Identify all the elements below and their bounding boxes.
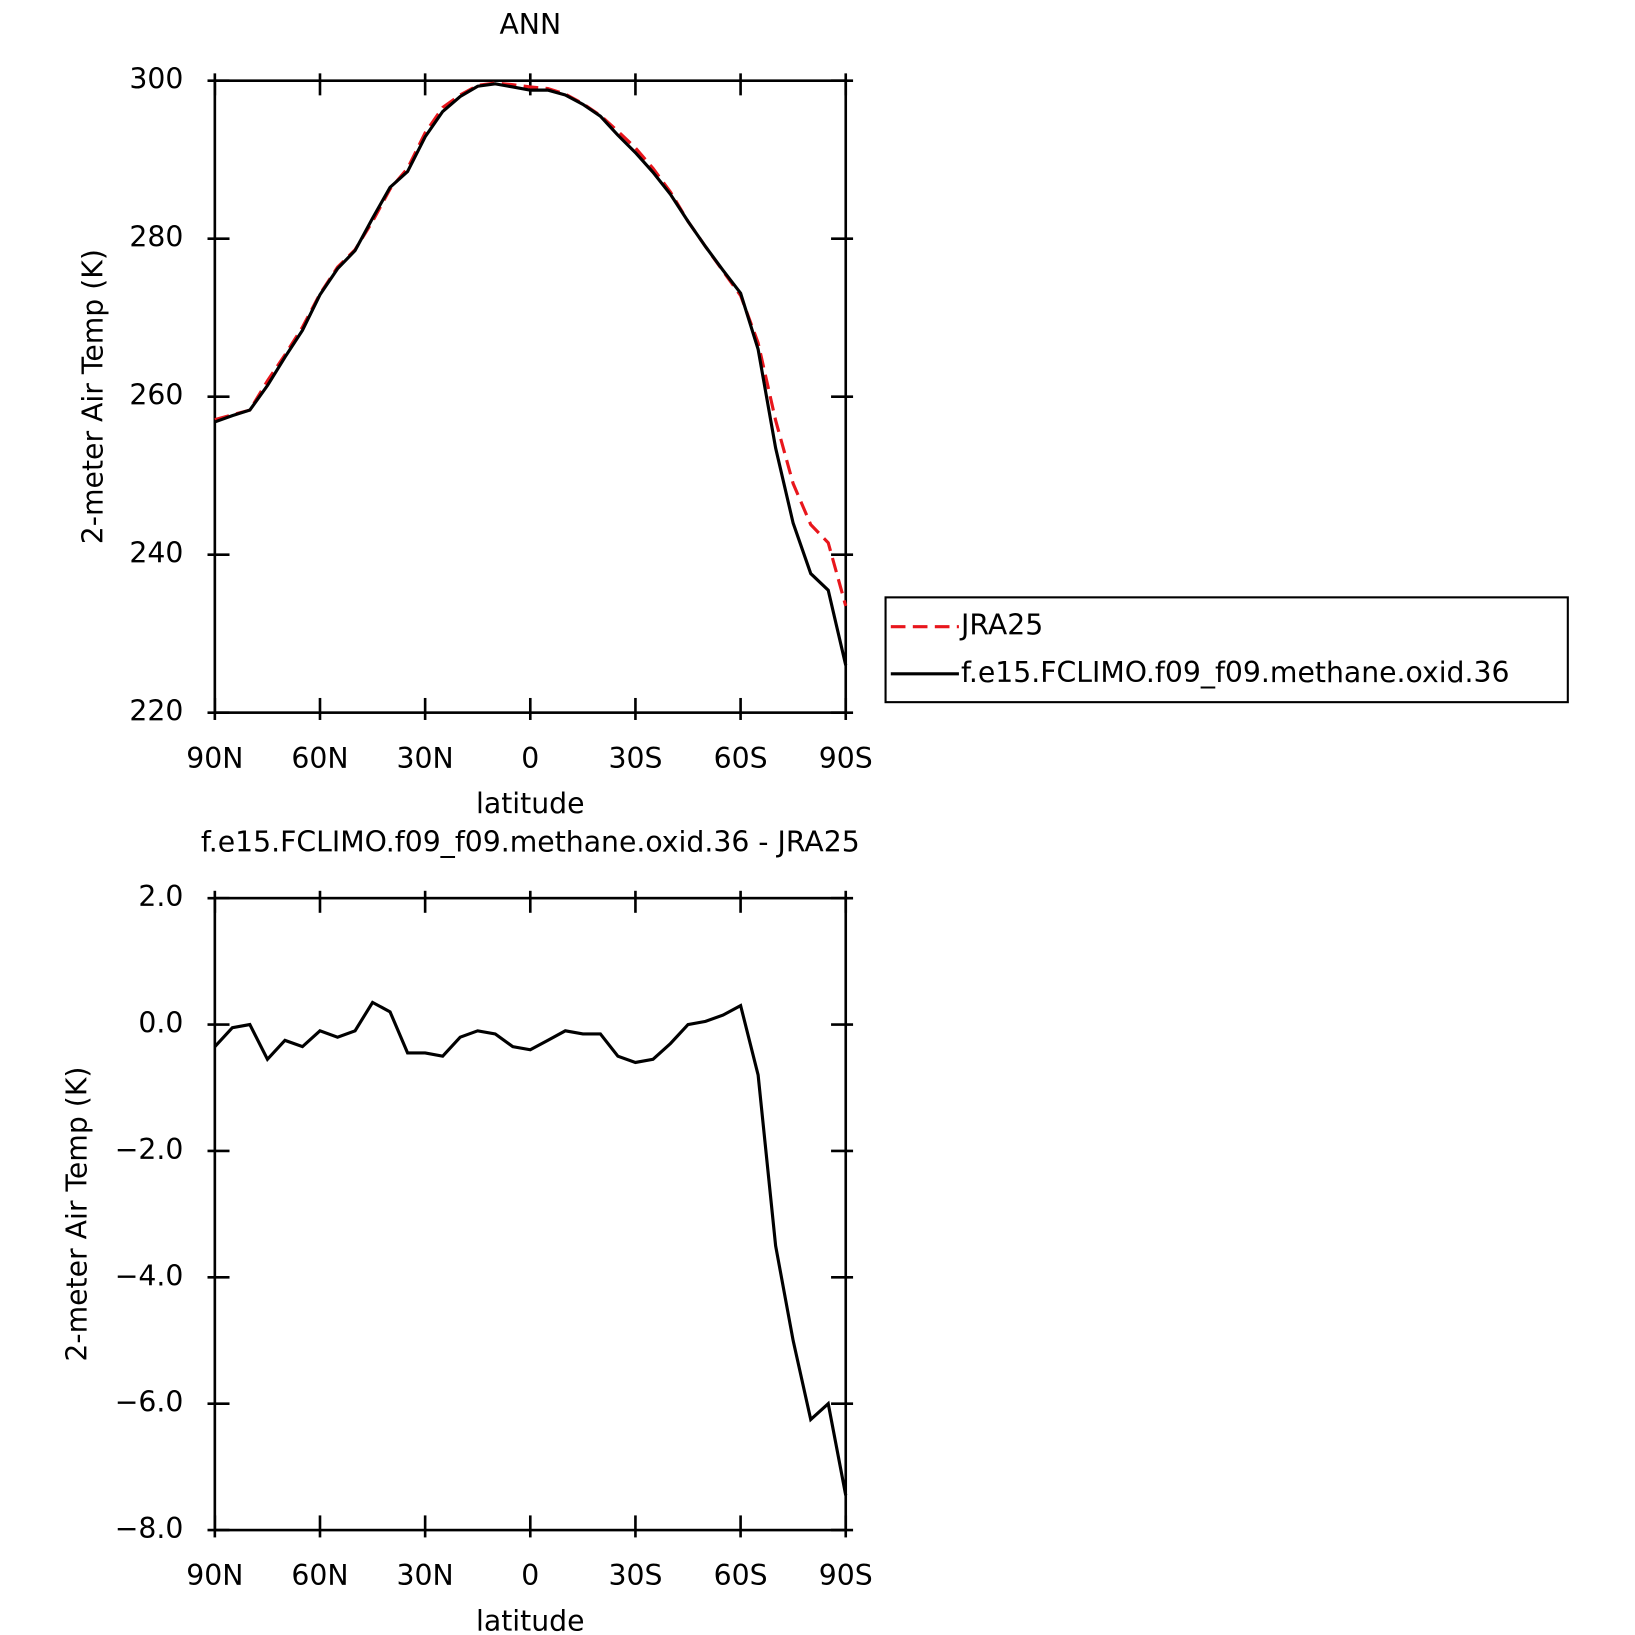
- x-tick-label: 30S: [608, 742, 662, 775]
- plot-frame: [213, 896, 848, 1532]
- data-line: [214, 81, 848, 607]
- data-line: [213, 1000, 848, 1496]
- x-tick-label: 60N: [291, 1559, 348, 1592]
- y-axis-label: 2-meter Air Temp (K): [76, 249, 109, 544]
- x-tick-label: 60S: [714, 1559, 768, 1592]
- y-tick-label: 280: [129, 221, 183, 254]
- y-tick-label: −2.0: [115, 1133, 184, 1166]
- chart-title: ANN: [499, 8, 561, 41]
- legend-label: f.e15.FCLIMO.f09_f09.methane.oxid.36: [961, 656, 1509, 689]
- x-tick-label: 30N: [397, 1559, 454, 1592]
- data-line: [214, 82, 848, 666]
- y-tick-label: 240: [129, 537, 183, 570]
- y-tick-label: 0.0: [138, 1007, 183, 1040]
- figure-content: ANN latitude 2-meter Air Temp (K) 90N 60N 30N…: [61, 8, 1569, 1635]
- y-tick-label: 2.0: [138, 880, 183, 913]
- x-axis-label: latitude: [476, 787, 585, 820]
- x-tick-label: 30S: [608, 1559, 662, 1592]
- y-tick-label: −4.0: [115, 1259, 184, 1292]
- x-tick-label: 30N: [397, 742, 454, 775]
- x-tick-label: 90N: [186, 742, 243, 775]
- plot-frame: [213, 79, 848, 714]
- x-tick-label: 0: [521, 1559, 539, 1592]
- legend-label: JRA25: [959, 609, 1043, 642]
- chart-title: f.e15.FCLIMO.f09_f09.methane.oxid.36 - J…: [201, 826, 860, 859]
- x-tick-label: 60S: [714, 742, 768, 775]
- x-tick-label: 0: [521, 742, 539, 775]
- y-tick-label: 300: [129, 63, 183, 96]
- y-axis-label: 2-meter Air Temp (K): [61, 1067, 94, 1362]
- y-tick-label: 260: [129, 379, 183, 412]
- x-tick-label: 60N: [291, 742, 348, 775]
- y-tick-label: −6.0: [115, 1386, 184, 1419]
- x-tick-label: 90N: [186, 1559, 243, 1592]
- x-axis-label: latitude: [476, 1604, 585, 1635]
- y-tick-label: −8.0: [115, 1512, 184, 1545]
- x-tick-label: 90S: [819, 742, 873, 775]
- legend-box: [884, 596, 1569, 704]
- y-tick-label: 220: [129, 695, 183, 728]
- x-tick-label: 90S: [819, 1559, 873, 1592]
